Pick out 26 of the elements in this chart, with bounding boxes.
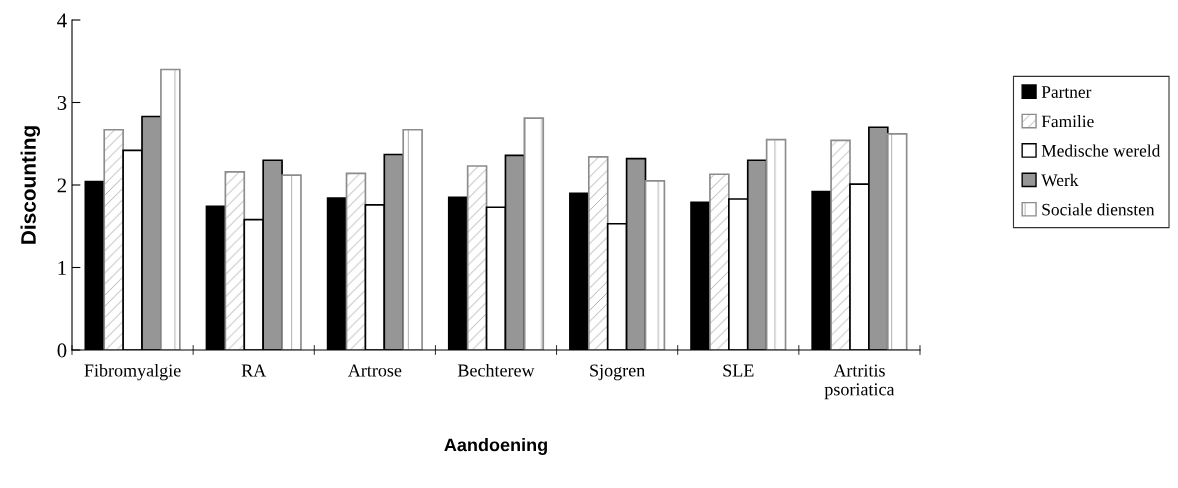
bar: [830, 139, 851, 350]
y-tick-label: 3: [57, 95, 67, 110]
x-tick-label: RA: [241, 364, 267, 377]
x-tick-label: Artritis psoriatica: [824, 364, 895, 400]
y-axis-title: Discounting: [20, 126, 41, 244]
y-tick-label: 4: [57, 13, 67, 28]
x-axis-title: Aandoening: [444, 438, 547, 455]
legend-label: Partner: [1041, 86, 1092, 98]
legend-label: Familie: [1041, 115, 1094, 128]
x-tick-label: Artrose: [347, 364, 402, 377]
legend-label: Sociale diensten: [1042, 203, 1155, 216]
legend-label: Medische wereld: [1041, 144, 1161, 157]
y-tick-label: 0: [57, 343, 67, 358]
legend-label: Werk: [1041, 173, 1079, 187]
bar: [345, 172, 367, 350]
bar: [709, 173, 730, 350]
bar: [466, 165, 488, 350]
bar: [103, 128, 124, 350]
x-tick-label: SLE: [723, 364, 754, 377]
x-tick-label: Fibromyalgie: [84, 363, 181, 381]
bar: [224, 170, 246, 350]
bar: [587, 156, 609, 350]
x-tick-label: Sjogren: [590, 364, 645, 381]
y-tick-label: 1: [58, 260, 66, 275]
x-tick-label: Bechterew: [457, 363, 535, 377]
y-tick-label: 2: [57, 178, 66, 193]
